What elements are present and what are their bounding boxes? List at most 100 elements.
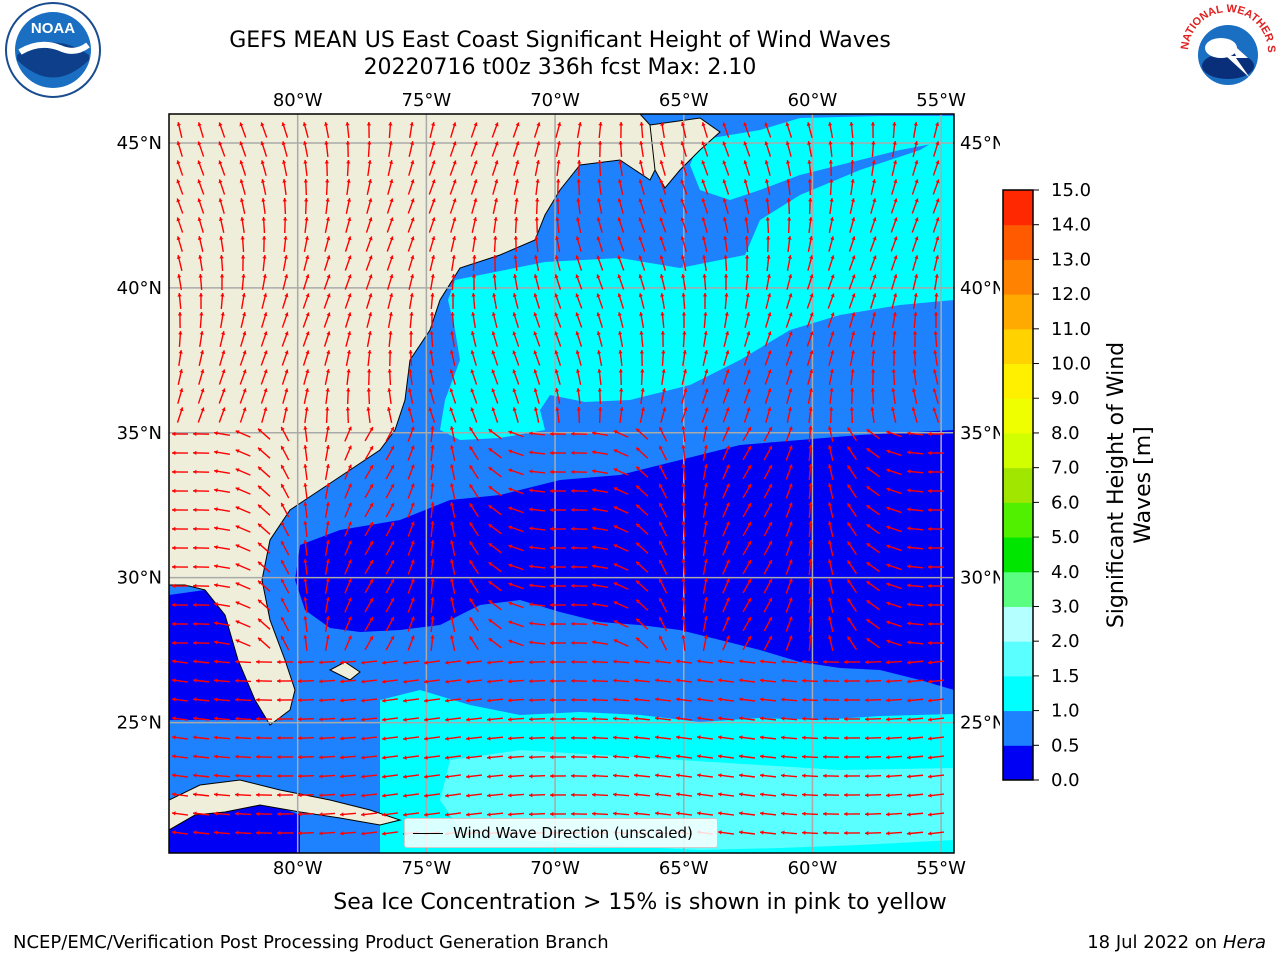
wind-arrow-head: [305, 293, 310, 298]
wind-arrow-head: [367, 369, 372, 373]
wind-arrow-head: [449, 388, 454, 393]
wind-arrow-head: [681, 635, 686, 639]
wind-arrow-head: [676, 659, 680, 664]
wind-arrow-head: [361, 698, 365, 703]
wind-arrow-head: [263, 312, 268, 317]
wind-arrow-head: [319, 812, 323, 817]
wind-arrow-head: [829, 198, 834, 202]
wind-arrow-head: [282, 198, 287, 202]
wind-arrow-head: [176, 179, 181, 184]
wind-arrow-head: [514, 198, 519, 202]
wind-arrow-head: [725, 559, 730, 564]
wind-arrow-head: [193, 526, 197, 532]
wind-arrow-head: [781, 678, 785, 683]
wind-arrow-head: [382, 736, 386, 741]
wind-arrow-head: [935, 122, 940, 127]
wind-arrow-head: [347, 445, 352, 450]
wind-arrow-head: [893, 217, 898, 222]
wind-arrow-head: [172, 716, 176, 721]
wind-arrow-head: [809, 331, 814, 336]
wind-arrow-head: [508, 679, 512, 684]
wind-arrow-head: [725, 635, 730, 640]
wind-arrow-head: [554, 369, 559, 374]
wind-arrow-head: [325, 578, 330, 582]
wind-arrow-head: [554, 388, 560, 392]
wind-arrow-head: [808, 540, 813, 544]
wind-arrow-head: [214, 507, 218, 512]
lon-label-top: 60°W: [788, 90, 838, 111]
wind-arrow-head: [282, 179, 287, 183]
wind-arrow-head: [768, 426, 773, 431]
wind-arrow-head: [893, 179, 898, 184]
wind-arrow-head: [466, 812, 470, 817]
wind-arrow-head: [823, 811, 827, 817]
wind-arrow-head: [449, 483, 455, 487]
wind-arrow-head: [214, 735, 218, 740]
wind-arrow-head: [302, 141, 308, 145]
wind-arrow-head: [177, 274, 182, 278]
wind-arrow-head: [914, 274, 919, 279]
wind-arrow-head: [325, 464, 330, 468]
wind-arrow-head: [283, 236, 288, 240]
wind-arrow-head: [172, 526, 176, 532]
wind-arrow-head: [410, 559, 415, 564]
wind-arrow-head: [529, 812, 533, 817]
wind-arrow-head: [851, 293, 856, 298]
wind-arrow-head: [577, 122, 582, 126]
wind-arrow-head: [808, 483, 813, 487]
wind-arrow-head: [697, 754, 701, 759]
wind-arrow-head: [823, 697, 827, 703]
wind-arrow-head: [725, 502, 730, 507]
wind-arrow-head: [409, 293, 414, 297]
wind-arrow-head: [554, 293, 559, 298]
lon-label-bottom: 60°W: [788, 858, 838, 879]
wind-arrow-head: [221, 350, 226, 355]
wind-arrow-head: [471, 293, 476, 297]
wind-arrow-head: [235, 582, 240, 587]
wind-arrow-head: [617, 179, 623, 183]
wind-arrow-head: [345, 407, 350, 411]
wind-arrow-head: [703, 464, 708, 468]
wind-arrow-head: [865, 793, 869, 798]
wind-arrow-head: [410, 255, 415, 260]
wind-arrow-head: [256, 716, 260, 722]
wind-arrow-head: [844, 678, 848, 684]
wind-arrow-head: [850, 388, 855, 392]
wind-arrow-head: [277, 754, 281, 760]
wind-arrow-head: [746, 388, 751, 393]
wind-arrow-head: [529, 793, 533, 798]
wind-arrow-head: [347, 426, 352, 431]
wind-arrow-head: [866, 619, 871, 624]
wind-arrow-head: [576, 388, 581, 392]
wind-arrow-head: [870, 122, 876, 126]
lat-label-left: 30°N: [117, 568, 162, 589]
wind-arrow-head: [508, 755, 512, 760]
wind-arrow-head: [366, 407, 371, 411]
wind-arrow-head: [452, 160, 457, 165]
wind-arrow-head: [809, 312, 814, 317]
wind-arrow-head: [768, 559, 773, 564]
wind-arrow-head: [554, 236, 560, 240]
wind-arrow-head: [634, 659, 638, 664]
wind-arrow-head: [277, 716, 281, 722]
wind-arrow-head: [787, 407, 793, 411]
wind-arrow-head: [659, 635, 663, 640]
wind-arrow-head: [346, 179, 351, 183]
wind-arrow-head: [697, 735, 701, 740]
wind-arrow-head: [235, 544, 240, 549]
wind-arrow-head: [768, 540, 773, 545]
wind-arrow-head: [214, 659, 218, 664]
wind-arrow-head: [410, 445, 415, 450]
wind-arrow-head: [718, 754, 722, 759]
wind-arrow-head: [325, 483, 330, 487]
wind-arrow-head: [430, 597, 435, 601]
wind-arrow-head: [808, 388, 814, 392]
wind-arrow-head: [390, 616, 395, 621]
colorbar-segment: [1003, 190, 1033, 226]
wind-arrow-head: [177, 312, 183, 316]
wind-arrow-head: [886, 620, 891, 625]
wind-arrow-head: [325, 616, 330, 620]
lat-label-right: 25°N: [960, 713, 1000, 734]
wind-arrow-head: [361, 831, 365, 836]
wind-arrow-head: [390, 483, 395, 488]
